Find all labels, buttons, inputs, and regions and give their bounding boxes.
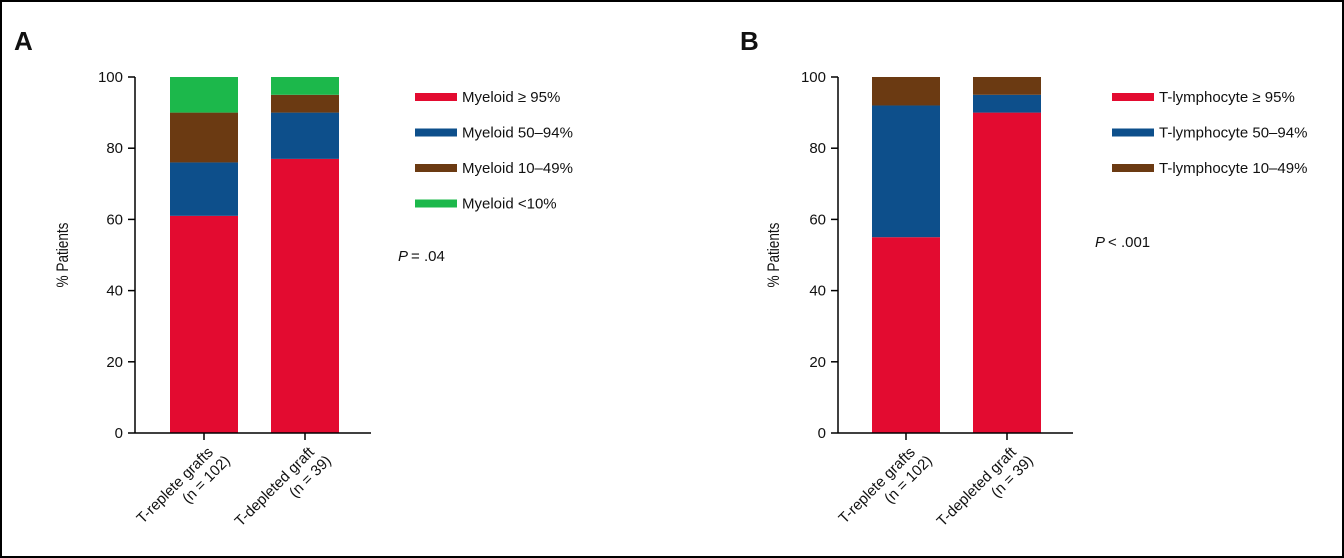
y-tick-label: 60 [106,211,123,228]
legend-swatch [1112,128,1154,137]
bar-segment [170,215,238,433]
bar-segment [872,105,940,238]
bar-segment [872,237,940,433]
p-symbol: P [398,248,408,265]
bar-segment [973,77,1041,95]
legend-label: T-lymphocyte 50–94% [1159,125,1307,142]
legend-label: Myeloid 10–49% [462,160,573,177]
legend-swatch [1112,93,1154,101]
panel-label: B [740,26,759,56]
bar-segment [170,112,238,163]
legend-swatch [415,93,457,101]
bar-segment [973,112,1041,433]
bar-segment [271,77,339,95]
legend-label: T-lymphocyte 10–49% [1159,160,1307,177]
legend-label: Myeloid ≥ 95% [462,89,560,106]
legend-swatch [415,164,457,172]
y-tick-label: 100 [98,69,123,86]
legend-label: T-lymphocyte ≥ 95% [1159,89,1295,106]
y-axis-label: % Patients [54,222,73,287]
panel-label: A [14,26,33,56]
legend-swatch [415,128,457,137]
y-tick-label: 80 [106,140,123,157]
y-tick-label: 20 [106,354,123,371]
bar-segment [271,112,339,159]
y-tick-label: 100 [801,69,826,86]
legend-swatch [415,199,457,208]
y-tick-label: 40 [809,283,826,300]
bar-segment [973,94,1041,113]
y-axis-label: % Patients [765,222,784,287]
p-symbol: P [1095,234,1105,251]
y-tick-label: 0 [818,425,826,442]
p-text: = .04 [411,248,445,265]
legend-swatch [1112,164,1154,172]
bar-segment [170,77,238,113]
bar-segment [872,77,940,106]
y-tick-label: 40 [106,283,123,300]
legend-label: Myeloid 50–94% [462,125,573,142]
p-text: < .001 [1108,234,1150,251]
y-tick-label: 0 [115,425,123,442]
y-tick-label: 20 [809,354,826,371]
p-value: P = .04 [398,248,445,265]
legend-label: Myeloid <10% [462,196,557,213]
bar-segment [271,94,339,113]
y-tick-label: 80 [809,140,826,157]
bar-segment [170,162,238,216]
p-value: P < .001 [1095,234,1150,251]
bar-segment [271,158,339,433]
y-tick-label: 60 [809,211,826,228]
